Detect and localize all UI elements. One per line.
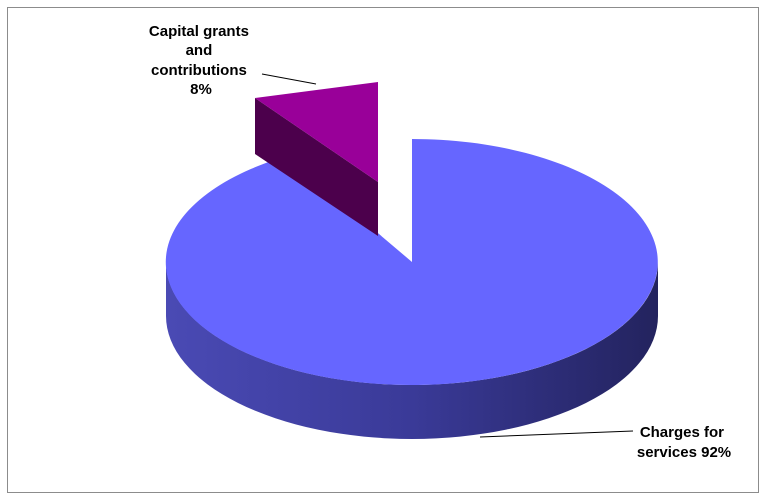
label-capital-line1: Capital grants xyxy=(149,23,249,40)
label-capital-grants: Capital grants and contributions 8% xyxy=(149,23,253,98)
slice-charges-side xyxy=(166,262,658,439)
leader-line-capital xyxy=(261,73,317,85)
slice-capital-side xyxy=(255,98,378,236)
slice-capital-grants xyxy=(255,82,378,236)
label-charges-for-services: Charges for services 92% xyxy=(637,424,731,461)
slice-charges-top xyxy=(165,139,658,385)
slice-charges-for-services xyxy=(165,139,658,439)
label-charges-line1: Charges for xyxy=(640,424,724,441)
label-charges-line2: services 92% xyxy=(637,444,731,461)
label-capital-line4: 8% xyxy=(190,81,212,98)
label-capital-line3: contributions xyxy=(151,62,247,79)
slice-capital-top xyxy=(255,82,378,182)
leader-line-charges xyxy=(479,430,634,438)
label-capital-line2: and xyxy=(186,42,213,59)
